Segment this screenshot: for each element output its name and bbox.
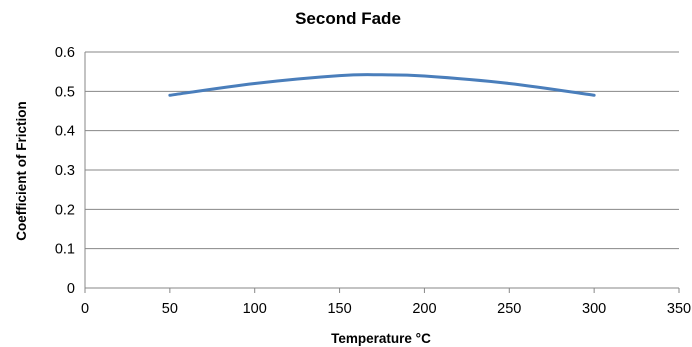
y-tick-label: 0.6	[55, 45, 75, 61]
x-tick-label: 100	[243, 301, 267, 317]
x-tick-label: 250	[497, 301, 521, 317]
x-tick-label: 350	[667, 301, 691, 317]
tick-labels: 0 0.1 0.2 0.3 0.4 0.5 0.6 0 50 100 150 200 250 300 350	[55, 45, 691, 317]
x-tick-label: 300	[582, 301, 606, 317]
x-tick-label: 200	[412, 301, 436, 317]
y-tick-label: 0	[67, 281, 75, 297]
y-axis-title: Coefficient of Friction	[14, 101, 29, 241]
x-tick-label: 50	[162, 301, 178, 317]
x-axis-title: Temperature °C	[331, 331, 431, 346]
y-tick-label: 0.5	[55, 84, 75, 100]
y-tick-label: 0.1	[55, 242, 75, 258]
axes	[84, 52, 680, 293]
y-tick-label: 0.3	[55, 163, 75, 179]
y-tick-label: 0.2	[55, 202, 75, 218]
chart-title: Second Fade	[295, 9, 401, 28]
gridlines	[85, 51, 679, 250]
x-tick-label: 0	[81, 301, 89, 317]
series-line	[168, 73, 596, 97]
series-layer	[168, 73, 596, 97]
x-tick-label: 150	[327, 301, 351, 317]
y-tick-label: 0.4	[55, 124, 75, 140]
